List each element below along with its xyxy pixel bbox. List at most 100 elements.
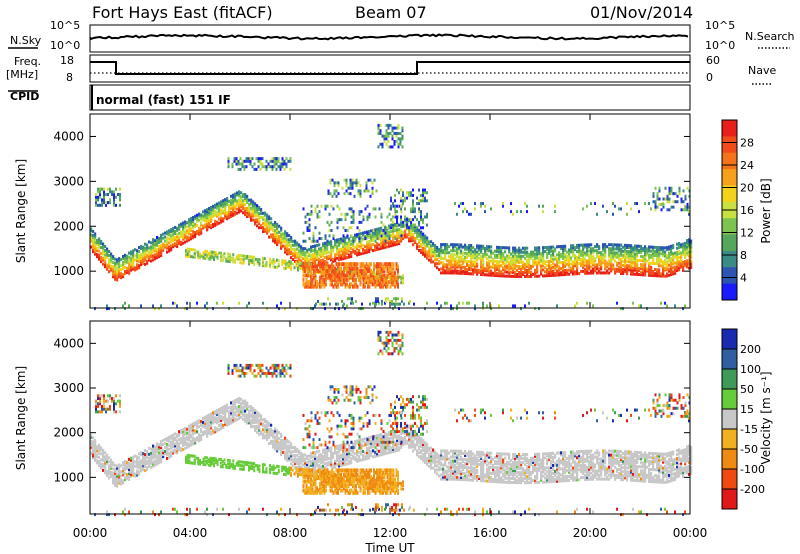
power-cell: [554, 255, 557, 259]
power-cell: [220, 210, 223, 214]
power-cell: [518, 258, 521, 262]
power-cell: [602, 243, 605, 247]
power-cell: [562, 256, 565, 260]
velocity-cell: [110, 470, 113, 474]
velocity-cell: [90, 439, 93, 443]
power-cell: [660, 301, 662, 305]
power-cell: [110, 268, 113, 272]
power-cell: [274, 220, 277, 224]
power-cell: [496, 245, 499, 249]
power-cell: [261, 165, 264, 169]
power-cell: [652, 200, 655, 204]
power-cell: [152, 256, 155, 260]
power-cell: [514, 272, 517, 276]
velocity-cell: [184, 438, 187, 442]
power-cell: [184, 230, 187, 234]
power-cell: [270, 259, 273, 263]
power-cell: [260, 215, 263, 219]
power-cell: [172, 237, 175, 241]
power-cell: [470, 256, 473, 260]
power-cell: [389, 299, 391, 303]
power-cell: [285, 162, 288, 166]
velocity-cell: [114, 467, 117, 471]
velocity-cell: [206, 428, 209, 432]
power-cell: [426, 244, 429, 248]
power-cell: [200, 223, 203, 227]
power-cell: [275, 167, 278, 171]
power-cell: [512, 270, 515, 274]
power-cell: [401, 126, 404, 130]
power-cell: [600, 267, 603, 271]
power-cell: [234, 258, 236, 262]
power-cell: [432, 242, 435, 246]
power-cell: [164, 245, 167, 249]
power-cell: [106, 304, 108, 308]
velocity-cell: [92, 440, 95, 444]
power-cell: [474, 256, 477, 260]
power-cell: [310, 284, 312, 289]
power-cell: [390, 199, 392, 203]
power-cell: [324, 241, 327, 245]
power-cell: [472, 256, 475, 260]
power-cell: [534, 254, 537, 258]
freq-unit: [MHz]: [6, 68, 38, 81]
power-cell: [272, 227, 275, 231]
power-cell: [365, 277, 368, 282]
power-cell: [394, 223, 396, 227]
power-cell: [570, 256, 573, 260]
power-cell: [410, 191, 412, 195]
power-cell: [392, 262, 395, 267]
power-cell: [330, 240, 333, 244]
power-cell: [458, 255, 461, 259]
velocity-cell: [104, 469, 107, 473]
power-cell: [164, 235, 167, 239]
power-cell: [402, 234, 405, 238]
power-cell: [304, 264, 306, 269]
power-cell: [353, 266, 356, 271]
power-cell: [371, 189, 374, 193]
power-cell: [416, 228, 419, 232]
power-cell: [160, 233, 163, 237]
power-cell: [662, 262, 665, 266]
velocity-cell: [168, 443, 171, 447]
velocity-cell: [100, 458, 103, 462]
power-cell: [97, 203, 99, 207]
velocity-cell: [118, 469, 121, 473]
power-cell: [264, 217, 267, 221]
power-cell: [394, 212, 397, 216]
power-cell: [381, 142, 384, 146]
power-cell: [384, 241, 387, 245]
power-cell: [214, 254, 217, 258]
power-cell: [280, 238, 283, 242]
power-cell: [380, 284, 383, 289]
velocity-cell: [118, 481, 121, 485]
power-cell: [688, 212, 690, 216]
power-cell: [132, 259, 135, 263]
power-cell: [610, 255, 613, 259]
power-cell: [444, 247, 447, 251]
power-cell: [192, 248, 194, 252]
power-cell: [286, 265, 289, 269]
power-cell: [233, 157, 236, 161]
power-cell: [414, 230, 417, 234]
power-cell: [182, 221, 185, 225]
power-cell: [588, 259, 591, 263]
power-cell: [428, 254, 431, 258]
power-cell: [324, 247, 327, 251]
power-cell: [684, 247, 687, 251]
power-cell: [514, 262, 517, 266]
power-cell: [454, 257, 457, 261]
power-cell: [600, 255, 603, 259]
power-cell: [598, 251, 601, 255]
power-cell: [678, 246, 681, 250]
power-cell: [396, 215, 398, 219]
power-cell: [92, 244, 95, 248]
power-cell: [257, 157, 260, 161]
power-cell: [386, 262, 389, 267]
power-cell: [446, 267, 449, 271]
power-cell: [250, 212, 253, 216]
power-cell: [376, 227, 379, 231]
power-cell: [558, 259, 561, 263]
power-cell: [340, 268, 342, 273]
power-cell: [512, 266, 515, 270]
